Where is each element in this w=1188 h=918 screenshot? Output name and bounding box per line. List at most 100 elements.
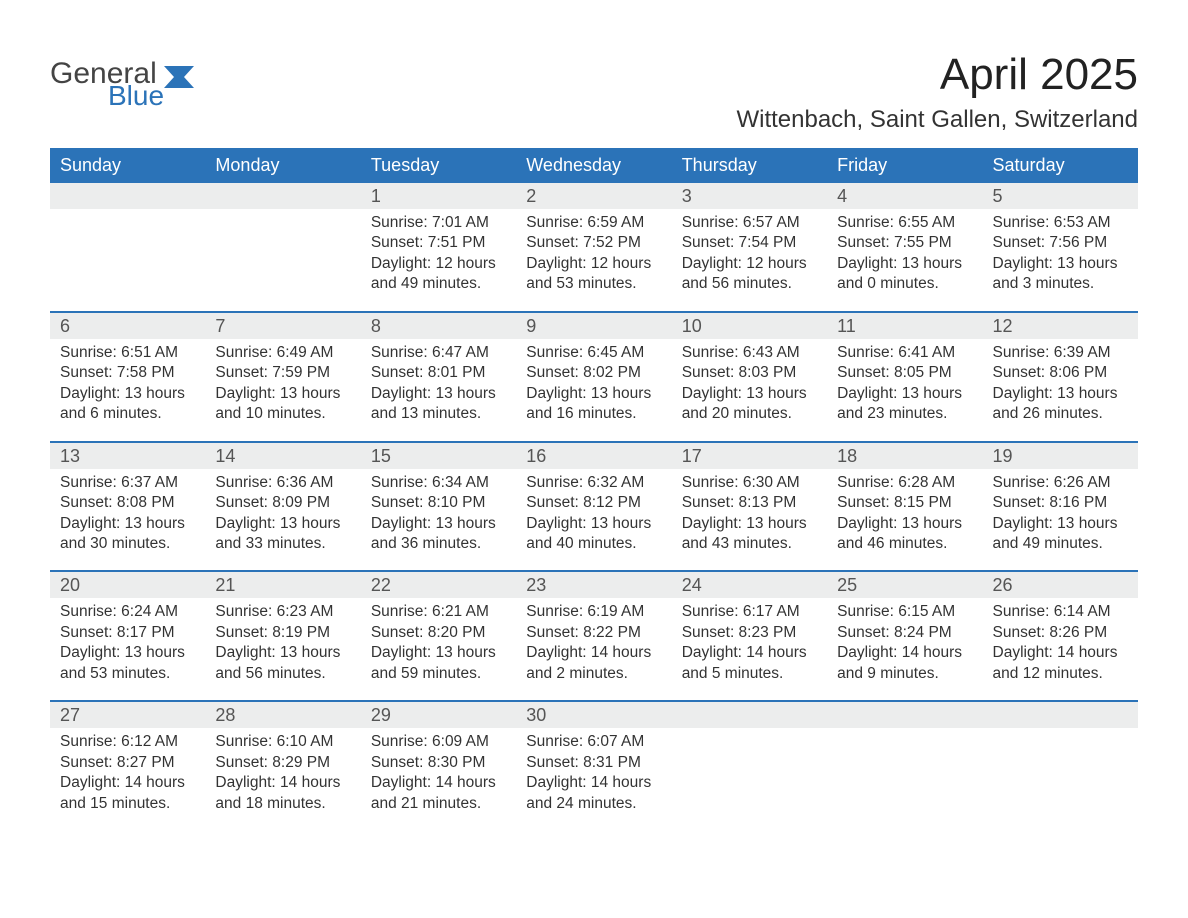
- sunrise-text: Sunrise: 6:45 AM: [526, 343, 661, 363]
- sunset-text: Sunset: 8:06 PM: [993, 363, 1128, 383]
- day-number: 11: [827, 313, 982, 339]
- daylight-text: Daylight: 13 hours and 0 minutes.: [837, 254, 972, 295]
- day-details-row: Sunrise: 6:37 AMSunset: 8:08 PMDaylight:…: [50, 469, 1138, 571]
- sunrise-text: Sunrise: 6:47 AM: [371, 343, 506, 363]
- day-number: [672, 702, 827, 728]
- daylight-text: Daylight: 13 hours and 46 minutes.: [837, 514, 972, 555]
- weekday-header: Sunday: [50, 148, 205, 183]
- day-number: 29: [361, 702, 516, 728]
- sunset-text: Sunset: 8:12 PM: [526, 493, 661, 513]
- day-details: Sunrise: 6:34 AMSunset: 8:10 PMDaylight:…: [361, 469, 516, 557]
- sunrise-text: Sunrise: 7:01 AM: [371, 213, 506, 233]
- sunrise-text: Sunrise: 6:57 AM: [682, 213, 817, 233]
- sunrise-text: Sunrise: 6:21 AM: [371, 602, 506, 622]
- sunrise-text: Sunrise: 6:41 AM: [837, 343, 972, 363]
- day-details: Sunrise: 6:36 AMSunset: 8:09 PMDaylight:…: [205, 469, 360, 557]
- day-number: 5: [983, 183, 1138, 209]
- weekday-header: Friday: [827, 148, 982, 183]
- day-number: 14: [205, 443, 360, 469]
- day-number: 18: [827, 443, 982, 469]
- day-number: 26: [983, 572, 1138, 598]
- sunrise-text: Sunrise: 6:23 AM: [215, 602, 350, 622]
- day-details: Sunrise: 6:39 AMSunset: 8:06 PMDaylight:…: [983, 339, 1138, 427]
- day-number-row: 12345: [50, 183, 1138, 209]
- daylight-text: Daylight: 13 hours and 40 minutes.: [526, 514, 661, 555]
- day-number: 24: [672, 572, 827, 598]
- sunset-text: Sunset: 8:30 PM: [371, 753, 506, 773]
- logo: General Blue: [50, 50, 198, 108]
- sunset-text: Sunset: 8:10 PM: [371, 493, 506, 513]
- daylight-text: Daylight: 14 hours and 15 minutes.: [60, 773, 195, 814]
- day-details-row: Sunrise: 7:01 AMSunset: 7:51 PMDaylight:…: [50, 209, 1138, 311]
- sunset-text: Sunset: 8:05 PM: [837, 363, 972, 383]
- sunrise-text: Sunrise: 6:37 AM: [60, 473, 195, 493]
- day-number: 22: [361, 572, 516, 598]
- weekday-header-row: SundayMondayTuesdayWednesdayThursdayFrid…: [50, 148, 1138, 183]
- day-details: [205, 209, 360, 297]
- day-details: Sunrise: 6:24 AMSunset: 8:17 PMDaylight:…: [50, 598, 205, 686]
- day-details-row: Sunrise: 6:51 AMSunset: 7:58 PMDaylight:…: [50, 339, 1138, 441]
- sunrise-text: Sunrise: 6:43 AM: [682, 343, 817, 363]
- sunrise-text: Sunrise: 6:28 AM: [837, 473, 972, 493]
- day-number-row: 20212223242526: [50, 570, 1138, 598]
- day-number: [205, 183, 360, 209]
- day-number: 25: [827, 572, 982, 598]
- day-number: 27: [50, 702, 205, 728]
- sunrise-text: Sunrise: 6:59 AM: [526, 213, 661, 233]
- day-details: Sunrise: 6:49 AMSunset: 7:59 PMDaylight:…: [205, 339, 360, 427]
- sunrise-text: Sunrise: 6:36 AM: [215, 473, 350, 493]
- day-number: 1: [361, 183, 516, 209]
- daylight-text: Daylight: 13 hours and 49 minutes.: [993, 514, 1128, 555]
- day-number: 12: [983, 313, 1138, 339]
- sunrise-text: Sunrise: 6:30 AM: [682, 473, 817, 493]
- day-number: 8: [361, 313, 516, 339]
- sunrise-text: Sunrise: 6:55 AM: [837, 213, 972, 233]
- daylight-text: Daylight: 12 hours and 49 minutes.: [371, 254, 506, 295]
- weekday-header: Tuesday: [361, 148, 516, 183]
- day-number: [50, 183, 205, 209]
- daylight-text: Daylight: 13 hours and 59 minutes.: [371, 643, 506, 684]
- sunrise-text: Sunrise: 6:49 AM: [215, 343, 350, 363]
- sunset-text: Sunset: 7:58 PM: [60, 363, 195, 383]
- day-number: 13: [50, 443, 205, 469]
- header: General Blue April 2025 Wittenbach, Sain…: [50, 50, 1138, 134]
- weekday-header: Saturday: [983, 148, 1138, 183]
- daylight-text: Daylight: 13 hours and 13 minutes.: [371, 384, 506, 425]
- sunrise-text: Sunrise: 6:12 AM: [60, 732, 195, 752]
- daylight-text: Daylight: 13 hours and 3 minutes.: [993, 254, 1128, 295]
- day-details: Sunrise: 6:59 AMSunset: 7:52 PMDaylight:…: [516, 209, 671, 297]
- sunset-text: Sunset: 7:52 PM: [526, 233, 661, 253]
- day-number: 2: [516, 183, 671, 209]
- sunset-text: Sunset: 7:51 PM: [371, 233, 506, 253]
- sunset-text: Sunset: 7:55 PM: [837, 233, 972, 253]
- calendar-page: General Blue April 2025 Wittenbach, Sain…: [0, 0, 1188, 870]
- daylight-text: Daylight: 14 hours and 12 minutes.: [993, 643, 1128, 684]
- daylight-text: Daylight: 14 hours and 5 minutes.: [682, 643, 817, 684]
- sunrise-text: Sunrise: 6:14 AM: [993, 602, 1128, 622]
- day-details: Sunrise: 6:28 AMSunset: 8:15 PMDaylight:…: [827, 469, 982, 557]
- day-details: [827, 728, 982, 816]
- day-details: Sunrise: 6:55 AMSunset: 7:55 PMDaylight:…: [827, 209, 982, 297]
- daylight-text: Daylight: 13 hours and 30 minutes.: [60, 514, 195, 555]
- daylight-text: Daylight: 12 hours and 53 minutes.: [526, 254, 661, 295]
- day-details: Sunrise: 6:09 AMSunset: 8:30 PMDaylight:…: [361, 728, 516, 816]
- day-number: 30: [516, 702, 671, 728]
- weekday-header: Thursday: [672, 148, 827, 183]
- day-number: 6: [50, 313, 205, 339]
- daylight-text: Daylight: 13 hours and 6 minutes.: [60, 384, 195, 425]
- logo-blue-text: Blue: [50, 83, 164, 108]
- day-details: Sunrise: 6:53 AMSunset: 7:56 PMDaylight:…: [983, 209, 1138, 297]
- day-number: 4: [827, 183, 982, 209]
- sunset-text: Sunset: 7:54 PM: [682, 233, 817, 253]
- day-details: [672, 728, 827, 816]
- sunrise-text: Sunrise: 6:32 AM: [526, 473, 661, 493]
- sunset-text: Sunset: 8:19 PM: [215, 623, 350, 643]
- sunset-text: Sunset: 8:23 PM: [682, 623, 817, 643]
- sunset-text: Sunset: 8:01 PM: [371, 363, 506, 383]
- daylight-text: Daylight: 12 hours and 56 minutes.: [682, 254, 817, 295]
- day-number-row: 13141516171819: [50, 441, 1138, 469]
- day-details-row: Sunrise: 6:24 AMSunset: 8:17 PMDaylight:…: [50, 598, 1138, 700]
- sunset-text: Sunset: 8:29 PM: [215, 753, 350, 773]
- day-details-row: Sunrise: 6:12 AMSunset: 8:27 PMDaylight:…: [50, 728, 1138, 830]
- day-number: 21: [205, 572, 360, 598]
